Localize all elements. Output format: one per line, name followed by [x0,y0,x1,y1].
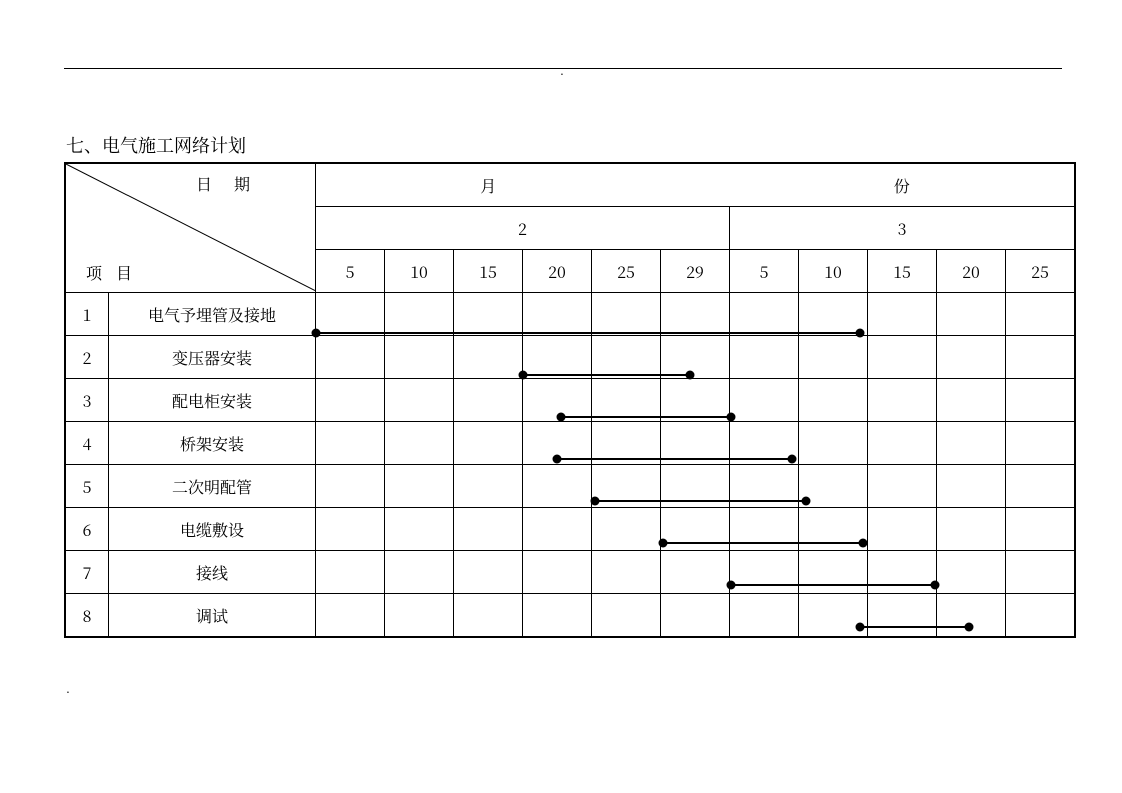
gantt-bar [731,584,935,586]
gantt-node [801,497,810,506]
gantt-bar [860,626,969,628]
gantt-bar [595,500,806,502]
gantt-bar [663,542,864,544]
table-row: 7接线 [66,551,1075,594]
task-name: 二次明配管 [109,465,316,508]
task-name: 电缆敷设 [109,508,316,551]
footer-dot: . [66,680,70,697]
section-title: 七、电气施工网络计划 [66,132,246,158]
task-idx: 4 [66,422,109,465]
project-label: 项目 [86,261,146,284]
table-row: 1电气予埋管及接地 [66,293,1075,336]
task-name: 桥架安装 [109,422,316,465]
gantt-node [312,329,321,338]
task-idx: 2 [66,336,109,379]
gantt-node [788,455,797,464]
month-header-right: 份 [730,164,1075,207]
day-col: 25 [1006,250,1075,293]
date-label: 日期 [196,172,272,195]
task-idx: 8 [66,594,109,637]
task-idx: 6 [66,508,109,551]
gantt-node [856,329,865,338]
task-name: 调试 [109,594,316,637]
gantt-node [856,623,865,632]
day-col: 5 [730,250,799,293]
task-name: 接线 [109,551,316,594]
gantt-node [964,623,973,632]
task-idx: 3 [66,379,109,422]
table-row: 2变压器安装 [66,336,1075,379]
gantt-bar [523,374,690,376]
gantt-node [859,539,868,548]
day-col: 15 [868,250,937,293]
table-row: 6电缆敷设 [66,508,1075,551]
corner-cell: 日期 项目 [66,164,316,293]
gantt-node [658,539,667,548]
month-header-gap [661,164,730,207]
gantt-node [686,371,695,380]
day-col: 10 [385,250,454,293]
gantt-node [556,413,565,422]
gantt-node [930,581,939,590]
gantt-node [726,413,735,422]
task-idx: 7 [66,551,109,594]
gantt-bar [316,332,860,334]
month-3: 3 [730,207,1075,250]
day-col: 5 [316,250,385,293]
task-name: 电气予埋管及接地 [109,293,316,336]
table-row: 5二次明配管 [66,465,1075,508]
gantt-node [590,497,599,506]
header-dot: . [560,62,564,79]
gantt-grid: 日期 项目 月 份 2 3 5 10 15 20 25 29 5 10 15 [64,162,1076,638]
day-col: 29 [661,250,730,293]
day-col: 10 [799,250,868,293]
gantt-bar [557,458,792,460]
day-col: 25 [592,250,661,293]
gantt-bar [561,416,731,418]
gantt-node [726,581,735,590]
task-name: 配电柜安装 [109,379,316,422]
day-col: 20 [937,250,1006,293]
month-2: 2 [316,207,730,250]
day-col: 15 [454,250,523,293]
gantt-node [519,371,528,380]
gantt-node [553,455,562,464]
month-header-left: 月 [316,164,661,207]
task-idx: 1 [66,293,109,336]
day-col: 20 [523,250,592,293]
table-row: 8调试 [66,594,1075,637]
task-name: 变压器安装 [109,336,316,379]
task-idx: 5 [66,465,109,508]
